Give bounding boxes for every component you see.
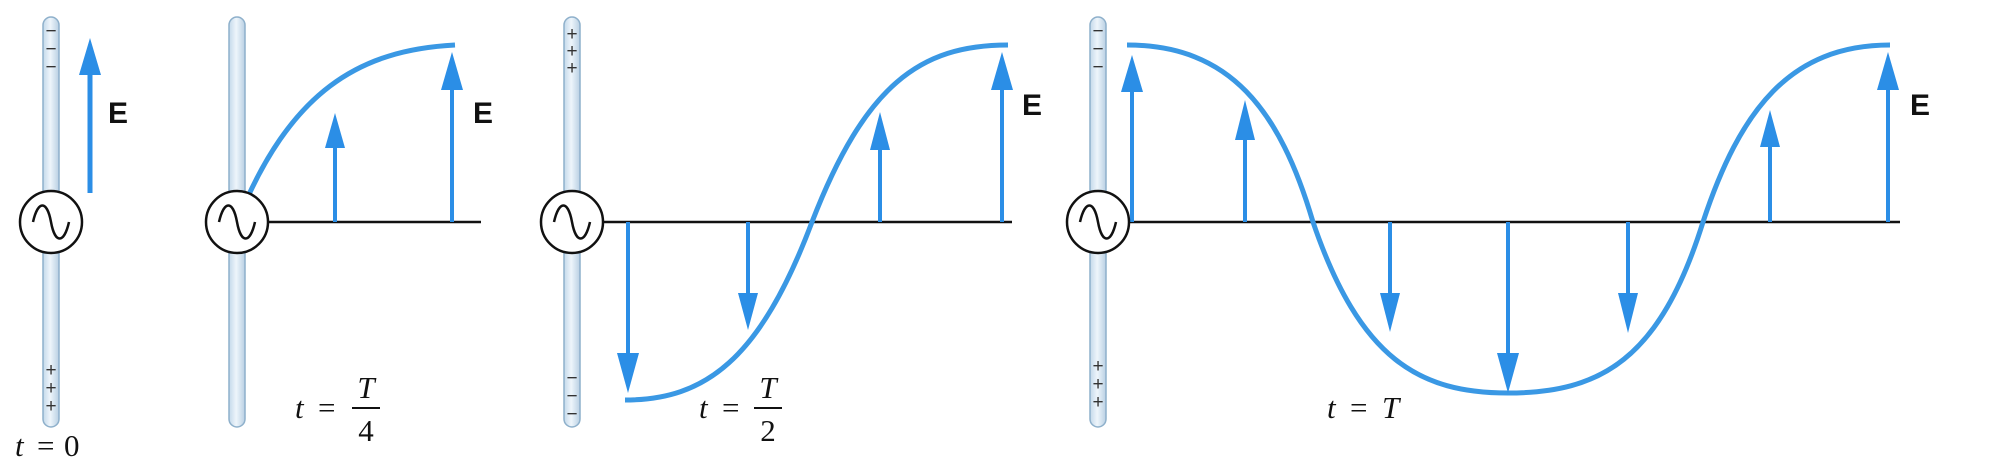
field-vector [325,113,345,222]
field-vector [617,222,639,393]
time-value: T [1382,390,1402,425]
field-vector [441,52,463,222]
top-charges: − − − [45,21,56,78]
e-field-arrow [79,38,101,193]
wave-curve [624,42,1009,403]
charge-sign: − [1092,57,1103,78]
time-label: t = T [1327,390,1402,425]
field-vector [870,112,890,222]
time-equals: = [722,390,739,425]
e-field-label: E [1022,89,1042,122]
wave-curve [234,42,456,223]
charge-sign: − [1092,39,1103,60]
charge-sign: − [45,21,56,42]
time-var: t [699,390,709,425]
panel-t-half: + + + − − − E [539,16,1042,448]
charge-sign: + [45,378,56,399]
charge-sign: − [1092,21,1103,42]
time-label: t = 0 [15,428,80,463]
time-value: 0 [64,428,80,463]
charge-sign: − [566,404,577,425]
time-equals: = [1350,390,1367,425]
charge-sign: − [566,368,577,389]
ac-source-icon [18,189,84,255]
charge-sign: + [1092,356,1103,377]
charge-sign: + [566,58,577,79]
field-vector [991,52,1013,222]
panel-t-quarter: E t = T 4 [204,16,493,448]
e-field-label: E [473,97,493,130]
top-charges: + + + [566,24,577,79]
time-denominator: 4 [358,413,374,448]
e-field-label: E [1910,89,1930,122]
top-charges: − − − [1092,21,1103,78]
time-label: t = T 4 [295,370,380,448]
charge-sign: + [1092,392,1103,413]
time-equals: = [37,428,54,463]
charge-sign: + [566,41,577,62]
charge-sign: + [45,396,56,417]
time-denominator: 2 [760,413,776,448]
time-numerator: T [357,370,377,405]
field-vector [1235,100,1255,222]
charge-sign: + [45,360,56,381]
bottom-charges: − − − [566,368,577,425]
field-vector [1380,222,1400,332]
bottom-charges: + + + [45,360,56,417]
bottom-charges: + + + [1092,356,1103,413]
field-vector [1760,110,1780,222]
time-numerator: T [759,370,779,405]
field-vector [1618,222,1638,333]
field-vector [1877,52,1899,222]
time-label: t = T 2 [699,370,782,448]
charge-sign: − [566,386,577,407]
ac-source-icon [539,189,605,255]
panel-t-full: − − − + + + [1065,16,1930,428]
time-equals: = [318,390,335,425]
charge-sign: − [45,57,56,78]
e-field-label: E [108,97,128,130]
field-vector [738,222,758,330]
time-var: t [1327,390,1337,425]
ac-source-icon [204,189,270,255]
charge-sign: + [1092,374,1103,395]
charge-sign: − [45,39,56,60]
ac-source-icon [1065,189,1131,255]
panel-t0: − − − + + + E t = 0 [15,16,128,463]
field-vector [1121,55,1143,222]
time-var: t [15,428,25,463]
field-vector [1497,222,1519,393]
charge-sign: + [566,24,577,45]
time-var: t [295,390,305,425]
